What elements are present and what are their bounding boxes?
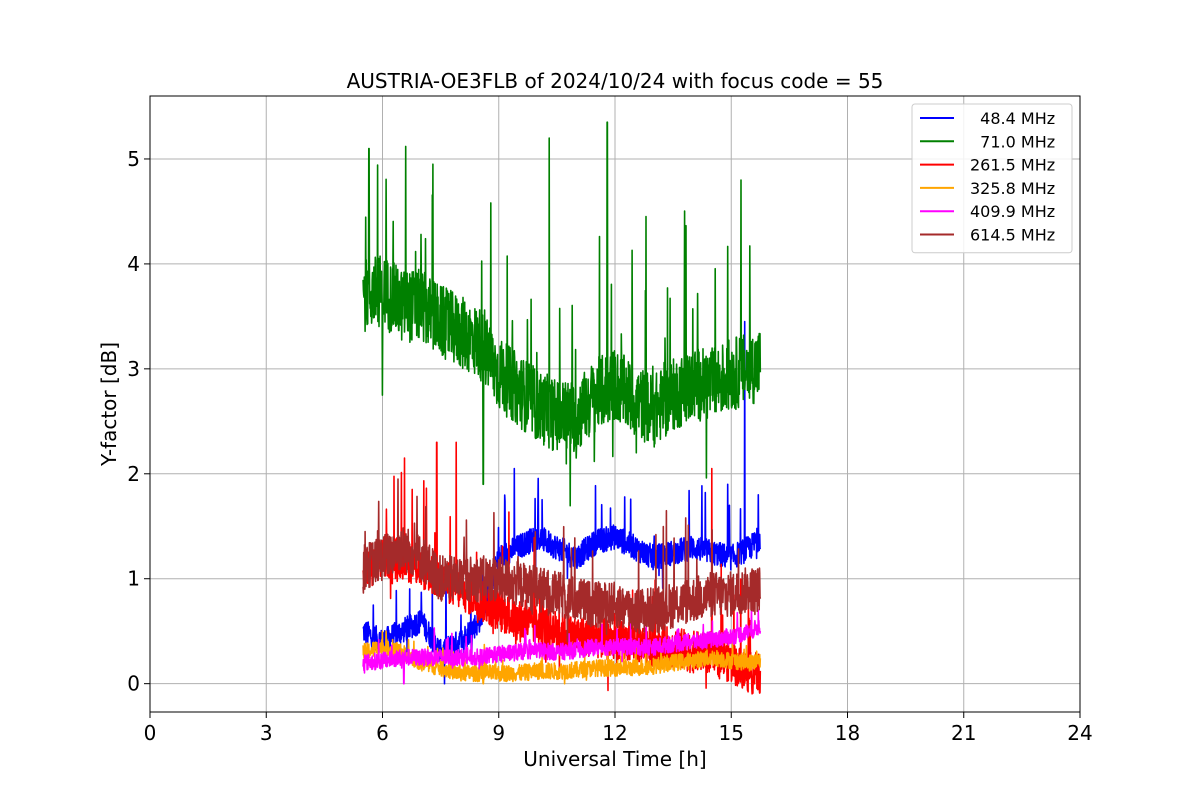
y-tick-label: 0 <box>127 672 140 696</box>
x-tick-label: 12 <box>602 721 627 745</box>
x-tick-label: 15 <box>719 721 744 745</box>
y-tick-label: 4 <box>127 252 140 276</box>
x-tick-label: 24 <box>1067 721 1092 745</box>
series-409-9-mhz <box>362 604 762 685</box>
y-tick-label: 5 <box>127 147 140 171</box>
legend: 48.4 MHz 71.0 MHz 261.5 MHz 325.8 MHz 409.9… <box>911 103 1073 254</box>
series-line <box>362 121 762 507</box>
x-axis-label: Universal Time [h] <box>523 747 706 771</box>
x-tick-label: 9 <box>492 721 505 745</box>
x-tick-label: 21 <box>951 721 976 745</box>
legend-label: 325.8 MHz <box>970 179 1055 198</box>
x-tick-label: 18 <box>835 721 860 745</box>
legend-label: 261.5 MHz <box>970 156 1055 175</box>
legend-label: 48.4 MHz <box>970 109 1055 128</box>
y-tick-label: 3 <box>127 357 140 381</box>
chart-title: AUSTRIA-OE3FLB of 2024/10/24 with focus … <box>347 69 884 93</box>
legend-label: 71.0 MHz <box>970 132 1055 151</box>
series-48-4-mhz <box>362 320 762 685</box>
series-71-0-mhz <box>362 121 762 507</box>
y-tick-label: 2 <box>127 462 140 486</box>
x-tick-label: 6 <box>376 721 389 745</box>
x-tick-label: 3 <box>260 721 273 745</box>
y-tick-label: 1 <box>127 567 140 591</box>
series-line <box>362 604 762 685</box>
legend-label: 409.9 MHz <box>970 202 1055 221</box>
x-tick-label: 0 <box>144 721 157 745</box>
series-line <box>362 478 762 643</box>
series-614-5-mhz <box>362 478 762 643</box>
legend-label: 614.5 MHz <box>970 226 1055 245</box>
series-line <box>362 320 762 685</box>
y-axis-label: Y-factor [dB] <box>97 342 121 467</box>
series-layer <box>362 121 762 695</box>
